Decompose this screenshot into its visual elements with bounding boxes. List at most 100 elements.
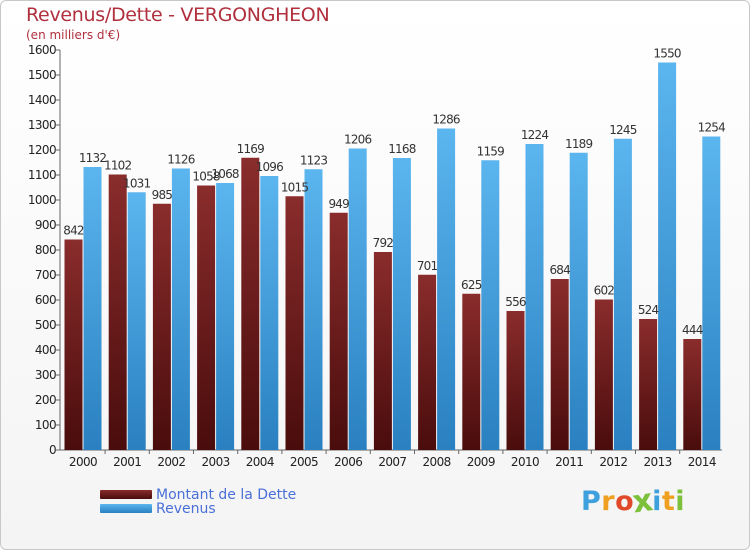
debt-value-label: 1015 (281, 180, 309, 194)
logo-letter: P (581, 486, 602, 517)
y-tick-label: 700 (35, 268, 56, 282)
revenue-bar (613, 138, 632, 450)
x-tick-label: 2014 (688, 455, 716, 469)
debt-bar (683, 339, 702, 450)
x-tick-label: 2008 (423, 455, 451, 469)
legend-swatch-revenue (100, 504, 152, 513)
logo-letter: t (661, 486, 676, 517)
chart-subtitle: (en milliers d'€) (26, 28, 121, 42)
debt-bar (241, 157, 260, 450)
x-tick-label: 2009 (467, 455, 495, 469)
y-tick-label: 900 (35, 218, 56, 232)
debt-value-label: 1169 (237, 142, 265, 156)
revenue-bar (216, 183, 235, 450)
y-tick-label: 1500 (28, 68, 56, 82)
revenue-bar (481, 160, 500, 450)
debt-bar (373, 252, 392, 450)
debt-bar (639, 319, 658, 450)
revenue-bar (83, 167, 102, 450)
revenue-value-label: 1068 (211, 167, 239, 181)
revenue-value-label: 1126 (167, 153, 195, 167)
y-tick-label: 0 (49, 443, 56, 457)
revenue-value-label: 1224 (521, 128, 549, 142)
y-tick-label: 800 (35, 243, 56, 257)
legend-label-revenue: Revenus (156, 500, 216, 517)
logo-letter: o (615, 486, 635, 517)
debt-bar (506, 311, 525, 450)
debt-value-label: 444 (682, 323, 703, 337)
debt-bar (462, 293, 481, 450)
revenue-value-label: 1159 (477, 144, 505, 158)
x-tick-label: 2006 (334, 455, 362, 469)
bars (64, 62, 721, 450)
debt-value-label: 625 (461, 278, 482, 292)
revenue-value-label: 1123 (300, 153, 328, 167)
debt-bar (108, 174, 127, 450)
debt-value-label: 684 (549, 263, 570, 277)
x-tick-label: 2011 (555, 455, 583, 469)
bar-chart: 0 100 200 300 400 500 600 700 800 900 1000 1100 1200… (28, 43, 726, 469)
x-tick-label: 2007 (378, 455, 406, 469)
y-tick-label: 1300 (28, 118, 56, 132)
logo-letter: i (652, 486, 662, 517)
revenue-value-label: 1245 (609, 123, 637, 137)
y-tick-label: 300 (35, 368, 56, 382)
debt-value-label: 949 (328, 197, 349, 211)
debt-bar (197, 185, 216, 450)
legend-swatch-debt (100, 490, 152, 499)
revenue-value-label: 1096 (256, 160, 284, 174)
debt-bar (594, 299, 613, 450)
debt-value-label: 1102 (104, 159, 132, 173)
x-tick-label: 2010 (511, 455, 539, 469)
logo-letter: r (601, 486, 616, 517)
debt-value-label: 985 (152, 188, 173, 202)
revenue-value-label: 1550 (653, 47, 681, 61)
y-tick-label: 400 (35, 343, 56, 357)
revenue-bar (392, 158, 411, 450)
revenue-value-label: 1168 (388, 142, 416, 156)
revenue-value-label: 1254 (698, 121, 726, 135)
y-tick-label: 1600 (28, 43, 56, 57)
debt-bar (64, 239, 83, 450)
legend-label-debt: Montant de la Dette (156, 486, 297, 503)
revenue-value-label: 1132 (79, 151, 107, 165)
debt-value-label: 556 (505, 295, 526, 309)
y-tick-label: 1200 (28, 143, 56, 157)
revenue-bar (569, 152, 588, 450)
x-tick-label: 2000 (69, 455, 97, 469)
legend-item-revenue: Revenus (100, 500, 216, 517)
debt-value-label: 792 (373, 236, 394, 250)
x-tick-label: 2003 (202, 455, 230, 469)
axes: 0 100 200 300 400 500 600 700 800 900 1000 1100 1200… (28, 43, 722, 469)
x-tick-label: 2012 (599, 455, 627, 469)
chart-title: Revenus/Dette - VERGONGHEON (26, 4, 330, 26)
y-tick-label: 500 (35, 318, 56, 332)
debt-bar (152, 203, 171, 450)
logo-letter: i (675, 486, 686, 517)
debt-value-label: 1058 (192, 170, 220, 184)
y-tick-label: 1400 (28, 93, 56, 107)
y-tick-label: 600 (35, 293, 56, 307)
debt-bar (285, 196, 304, 450)
x-tick-label: 2005 (290, 455, 318, 469)
revenue-value-label: 1206 (344, 133, 372, 147)
debt-value-label: 842 (63, 224, 84, 238)
revenue-value-label: 1031 (123, 176, 151, 190)
legend-item-debt: Montant de la Dette (100, 486, 297, 503)
revenue-bar (171, 168, 190, 450)
x-tick-label: 2002 (157, 455, 185, 469)
revenue-bar (658, 62, 677, 450)
y-tick-label: 200 (35, 393, 56, 407)
revenue-bar (525, 144, 544, 450)
y-tick-label: 1000 (28, 193, 56, 207)
revenue-bar (260, 176, 279, 450)
revenue-value-label: 1286 (432, 113, 460, 127)
revenue-bar (348, 148, 367, 450)
debt-bar (550, 279, 569, 450)
x-tick-label: 2001 (113, 455, 141, 469)
debt-value-label: 524 (638, 303, 659, 317)
y-tick-label: 1100 (28, 168, 56, 182)
revenue-bar (437, 128, 456, 450)
x-tick-label: 2013 (644, 455, 672, 469)
y-tick-label: 100 (35, 418, 56, 432)
